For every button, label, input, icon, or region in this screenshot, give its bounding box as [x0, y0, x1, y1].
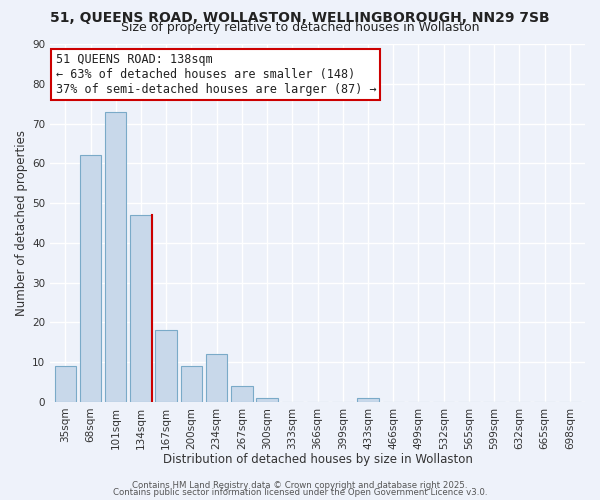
- Bar: [130, 215, 152, 402]
- Bar: [231, 386, 253, 402]
- Text: Contains HM Land Registry data © Crown copyright and database right 2025.: Contains HM Land Registry data © Crown c…: [132, 481, 468, 490]
- Text: Size of property relative to detached houses in Wollaston: Size of property relative to detached ho…: [121, 21, 479, 34]
- Bar: [55, 366, 76, 402]
- Bar: [181, 366, 202, 402]
- Text: Contains public sector information licensed under the Open Government Licence v3: Contains public sector information licen…: [113, 488, 487, 497]
- Bar: [358, 398, 379, 402]
- Bar: [80, 156, 101, 402]
- Text: 51 QUEENS ROAD: 138sqm
← 63% of detached houses are smaller (148)
37% of semi-de: 51 QUEENS ROAD: 138sqm ← 63% of detached…: [56, 53, 376, 96]
- Text: 51, QUEENS ROAD, WOLLASTON, WELLINGBOROUGH, NN29 7SB: 51, QUEENS ROAD, WOLLASTON, WELLINGBOROU…: [50, 11, 550, 25]
- X-axis label: Distribution of detached houses by size in Wollaston: Distribution of detached houses by size …: [163, 453, 473, 466]
- Bar: [155, 330, 177, 402]
- Bar: [105, 112, 127, 402]
- Bar: [256, 398, 278, 402]
- Y-axis label: Number of detached properties: Number of detached properties: [15, 130, 28, 316]
- Bar: [206, 354, 227, 402]
